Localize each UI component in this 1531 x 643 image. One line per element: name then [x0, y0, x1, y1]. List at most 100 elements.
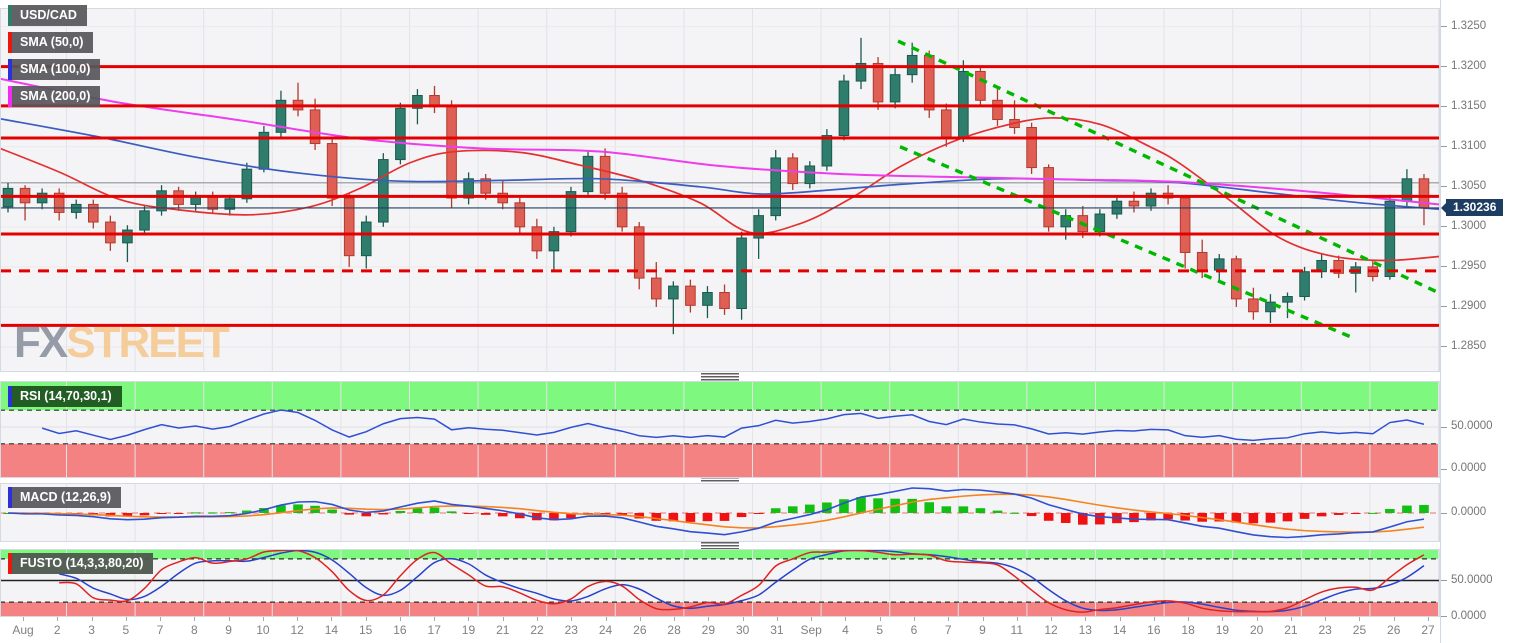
macd-line	[7, 487, 1425, 539]
x-axis-tickmark	[125, 617, 127, 621]
panel-resize-handle[interactable]	[701, 541, 739, 550]
x-axis-tickmark	[811, 617, 813, 621]
y-axis-tickmark	[1441, 346, 1447, 348]
x-axis-tickmark	[1051, 617, 1053, 621]
x-axis-label: 6	[910, 623, 918, 637]
x-axis-tickmark	[537, 617, 539, 621]
sma100-accent-bar	[8, 59, 12, 80]
x-axis-label: 28	[667, 623, 681, 637]
x-axis-tickmark	[948, 617, 950, 621]
x-axis-label: 24	[598, 623, 613, 637]
panel-divider-1[interactable]	[0, 372, 1440, 381]
x-axis-label: 8	[190, 623, 198, 637]
x-axis-tickmark	[708, 617, 710, 621]
rsi-canvas[interactable]	[0, 381, 1440, 478]
x-axis-tickmark	[639, 617, 641, 621]
x-axis-label: 21	[1284, 623, 1298, 637]
macd-panel[interactable]	[0, 483, 1440, 542]
y-axis-label: 50.0000	[1451, 573, 1493, 586]
y-axis-label: 0.0000	[1451, 506, 1487, 518]
x-axis-tickmark	[228, 617, 230, 621]
x-axis-tickmark	[879, 617, 881, 621]
y-axis-label: 0.0000	[1451, 462, 1487, 474]
y-axis-label: 1.2850	[1451, 339, 1487, 352]
x-axis-label: 31	[770, 623, 784, 637]
x-axis-tickmark	[1393, 617, 1395, 621]
x-axis-label: 14	[324, 623, 339, 637]
panel-divider-3[interactable]	[0, 541, 1440, 550]
y-axis-tickmark	[1441, 266, 1447, 268]
sma200-badge[interactable]: SMA (200,0)	[8, 86, 101, 107]
y-axis-tickmark	[1441, 616, 1447, 617]
x-axis-label: 20	[1249, 623, 1264, 637]
candlestick-series	[2, 37, 1430, 335]
fusto-accent-bar	[8, 553, 12, 574]
x-axis-label: 27	[1421, 623, 1435, 637]
x-axis-label: 11	[1010, 623, 1023, 637]
x-axis-label: 10	[256, 623, 270, 637]
x-axis-label: 19	[1215, 623, 1230, 637]
x-axis-tickmark	[1256, 617, 1258, 621]
x-axis-tickmark	[434, 617, 436, 621]
y-axis-tickmark	[1441, 426, 1447, 428]
symbol-badge[interactable]: USD/CAD	[8, 5, 87, 26]
x-axis-tickmark	[91, 617, 93, 621]
x-axis-label: 14	[1112, 623, 1127, 637]
x-axis-label: 16	[393, 623, 407, 637]
macd-canvas[interactable]	[0, 483, 1440, 542]
panel-resize-handle[interactable]	[701, 476, 739, 485]
x-axis-label: 7	[944, 623, 952, 637]
fusto-canvas[interactable]	[0, 549, 1440, 617]
sma100-badge-label: SMA (100,0)	[12, 59, 101, 80]
rsi-badge-label: RSI (14,70,30,1)	[12, 386, 122, 407]
y-axis-label: 1.2900	[1451, 299, 1487, 312]
main-chart-canvas[interactable]: FXSTREET	[0, 8, 1440, 372]
fusto-badge-label: FUSTO (14,3,3,80,20)	[12, 553, 154, 574]
fusto-panel[interactable]	[0, 549, 1440, 617]
x-axis-label: 21	[496, 623, 510, 637]
x-axis-tickmark	[331, 617, 333, 621]
fusto-badge[interactable]: FUSTO (14,3,3,80,20)	[8, 553, 154, 574]
x-axis-tickmark	[1222, 617, 1224, 621]
x-axis-label: 22	[530, 623, 544, 637]
y-axis-tickmark	[1441, 226, 1447, 228]
y-axis-label: 50.0000	[1451, 420, 1493, 432]
y-axis-tickmark	[1441, 146, 1447, 148]
x-axis-tickmark	[1428, 617, 1429, 621]
rsi-line	[41, 409, 1425, 442]
sma50-badge[interactable]: SMA (50,0)	[8, 32, 94, 53]
sma50-badge-label: SMA (50,0)	[12, 32, 94, 53]
x-axis-label: 18	[1181, 623, 1195, 637]
sma50-accent-bar	[8, 32, 12, 53]
x-axis-tickmark	[262, 617, 264, 621]
x-axis-tickmark	[776, 617, 778, 621]
sma100-badge[interactable]: SMA (100,0)	[8, 59, 101, 80]
x-axis-label: 5	[122, 623, 130, 637]
x-axis-tickmark	[742, 617, 744, 621]
sma200-badge-label: SMA (200,0)	[12, 86, 101, 107]
x-axis-tickmark	[297, 617, 299, 621]
x-axis-label: 26	[1387, 623, 1401, 637]
x-axis-label: 3	[88, 623, 95, 637]
stoch-d-line	[58, 549, 1425, 613]
rsi-badge[interactable]: RSI (14,70,30,1)	[8, 386, 122, 407]
x-axis-tickmark	[1290, 617, 1292, 621]
y-axis-label: 1.3150	[1451, 99, 1487, 112]
x-axis-tickmark	[194, 617, 196, 621]
x-axis-label: 29	[701, 623, 716, 637]
x-axis-label: 7	[156, 623, 164, 637]
price-axis[interactable]: 1.30236 1.3250 1.3200 1.3150 1.3100 1.3050 1.…	[1440, 0, 1531, 643]
x-axis-tickmark	[1188, 617, 1190, 621]
y-axis-tickmark	[1441, 512, 1447, 514]
panel-resize-handle[interactable]	[701, 372, 739, 381]
main-chart-panel[interactable]: FXSTREET	[0, 8, 1440, 372]
time-axis[interactable]: Aug 2 3 5 7 8 9 10 12 14 15 16 17 19 21 22 23 24 26 28 29 30 3…	[0, 617, 1440, 643]
y-axis-tickmark	[1441, 66, 1447, 68]
y-axis-label: 1.3100	[1451, 139, 1487, 152]
y-axis-label: 1.3200	[1451, 59, 1487, 72]
panel-divider-2[interactable]	[0, 476, 1440, 485]
y-axis-label: 1.3050	[1451, 179, 1487, 192]
macd-badge[interactable]: MACD (12,26,9)	[8, 487, 121, 508]
rsi-panel[interactable]	[0, 381, 1440, 478]
